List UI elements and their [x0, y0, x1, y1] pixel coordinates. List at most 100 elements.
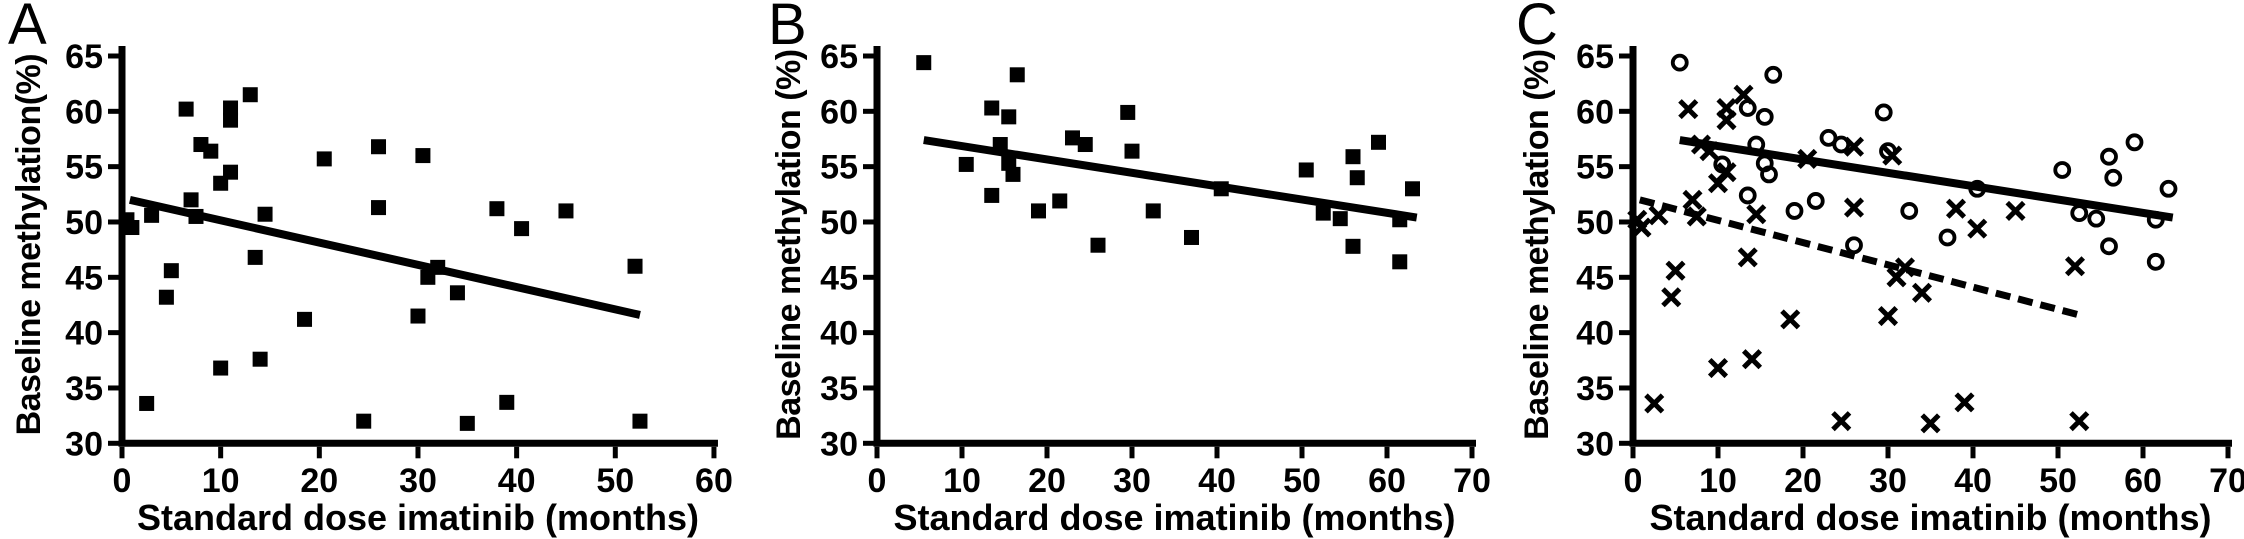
data-point-cross	[1644, 393, 1665, 414]
data-point-square	[489, 201, 505, 217]
y-tick-label: 40	[820, 315, 858, 353]
y-tick-label: 65	[820, 38, 858, 76]
y-tick-label: 65	[65, 38, 103, 76]
data-point-cross	[1945, 198, 1967, 219]
x-tick-label: 50	[2039, 462, 2077, 500]
y-tick-label: 35	[1576, 370, 1614, 408]
data-point-square	[1031, 203, 1046, 219]
y-tick-label: 30	[820, 425, 858, 463]
data-point-square	[1298, 162, 1314, 178]
data-point-square	[371, 200, 387, 216]
x-axis-title: Standard dose imatinib (months)	[137, 497, 699, 538]
y-axis-title: Baseline methylation (%)	[770, 49, 808, 439]
y-tick-label: 40	[65, 315, 103, 353]
x-tick-label: 60	[2124, 462, 2162, 500]
data-point-square	[178, 101, 194, 117]
data-point-square	[183, 192, 199, 208]
scatter-plot-a: 0 10 20 30 40 50 60 30 35 40 45 50 55 60 65 Standard do…	[10, 38, 733, 538]
data-point-square	[430, 259, 446, 275]
x-tick-label: 40	[1198, 462, 1236, 500]
data-point-square	[1077, 137, 1093, 153]
x-tick-label: 20	[1028, 462, 1066, 500]
y-tick-label: 55	[820, 149, 858, 187]
data-point-square	[356, 413, 372, 429]
data-point-square	[632, 413, 648, 429]
x-axis-title: Standard dose imatinib (months)	[893, 497, 1455, 538]
data-point-square	[958, 156, 974, 172]
data-point-square	[1009, 67, 1025, 83]
data-point-cross	[1733, 84, 1754, 105]
data-point-square	[1315, 205, 1331, 221]
data-point-square	[1120, 104, 1136, 120]
data-point-square	[459, 415, 475, 431]
y-tick-label: 60	[1576, 93, 1614, 131]
data-point-square	[223, 164, 239, 180]
y-tick-label: 50	[65, 204, 103, 242]
data-point-circle	[1738, 99, 1757, 117]
data-point-cross	[2005, 200, 2026, 221]
data-point-square	[1213, 181, 1229, 197]
data-point-cross	[1894, 257, 1916, 278]
y-tick-label: 35	[65, 370, 103, 408]
data-point-circle	[1764, 65, 1783, 84]
data-point-square	[247, 249, 263, 265]
data-point-circle	[1747, 135, 1766, 154]
data-point-circle	[1968, 179, 1987, 198]
x-tick-label: 70	[1453, 462, 1491, 500]
data-point-square	[514, 221, 530, 237]
panel-c-letter: C	[1516, 0, 1558, 57]
y-tick-label: 50	[820, 204, 858, 242]
data-point-cross	[2064, 256, 2086, 277]
data-point-cross	[1797, 148, 1818, 169]
data-point-square	[410, 308, 426, 324]
data-point-circle	[1785, 202, 1804, 220]
data-point-circle	[1670, 53, 1689, 72]
x-tick-label: 30	[399, 462, 437, 500]
x-tick-label: 60	[1368, 462, 1406, 500]
data-point-square	[1184, 229, 1199, 245]
data-point-circle	[2146, 210, 2165, 229]
data-point-circle	[2053, 161, 2072, 179]
x-tick-label: 0	[1624, 462, 1643, 500]
data-point-square	[1345, 238, 1361, 254]
panel-a-letter: A	[8, 0, 47, 57]
data-point-square	[992, 137, 1008, 153]
scatter-plot-b: 0 10 20 30 40 50 60 70 30 35 40 45 50 55 60 65 Standard …	[770, 38, 1491, 538]
data-point-square	[213, 360, 229, 376]
scatter-plot-c: 0 10 20 30 40 50 60 70 30 35 40 45 50 55 60 65 Standard …	[1518, 38, 2244, 538]
data-point-square	[1349, 170, 1365, 186]
data-point-square	[242, 87, 258, 103]
data-point-circle	[1845, 236, 1863, 255]
data-point-circle	[1832, 135, 1851, 154]
data-point-square	[1065, 130, 1080, 146]
panel-b-letter: B	[768, 0, 807, 57]
data-point-square	[223, 112, 239, 128]
data-point-circle	[1806, 192, 1825, 210]
data-point-square	[1052, 193, 1068, 209]
data-point-circle	[2146, 252, 2165, 271]
data-point-circle	[1879, 142, 1897, 161]
data-point-circle	[1874, 103, 1893, 122]
y-tick-label: 50	[1576, 204, 1614, 242]
data-point-square	[1005, 166, 1021, 182]
data-point-cross	[1780, 309, 1801, 330]
x-tick-label: 10	[943, 462, 981, 500]
data-point-square	[499, 394, 515, 410]
y-tick-label: 60	[65, 93, 103, 131]
data-point-square	[1371, 134, 1386, 150]
x-tick-label: 0	[113, 462, 132, 500]
axes-spines	[1629, 45, 2232, 447]
data-point-circle	[2125, 133, 2144, 152]
data-point-cross	[1631, 217, 1652, 238]
y-tick-label: 55	[65, 149, 103, 187]
data-point-square	[158, 289, 174, 305]
x-tick-label: 60	[695, 462, 733, 500]
data-point-cross	[1648, 205, 1669, 226]
data-point-square	[1001, 109, 1017, 125]
data-point-cross	[1911, 282, 1933, 303]
x-tick-label: 20	[300, 462, 338, 500]
regression-line-dashed	[1638, 196, 2081, 319]
y-tick-label: 60	[820, 93, 858, 131]
data-point-square	[916, 55, 932, 71]
